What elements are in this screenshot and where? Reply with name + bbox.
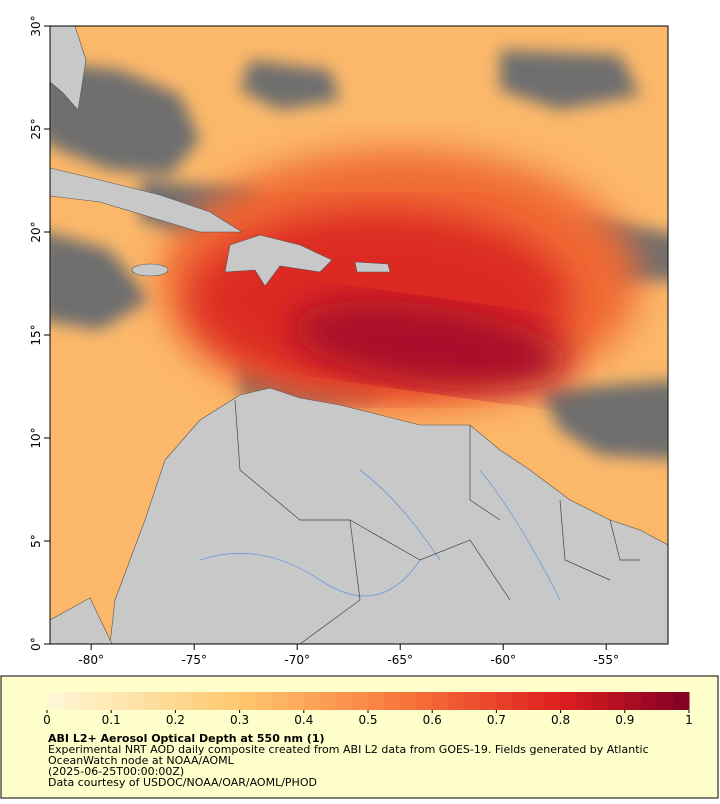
x-tick-label: -75° <box>181 653 207 667</box>
caption-line: Experimental NRT AOD daily composite cre… <box>48 743 649 756</box>
colorbar-swatch <box>111 692 128 710</box>
colorbar-swatch <box>576 692 594 710</box>
colorbar-swatch <box>512 692 529 710</box>
borders <box>234 399 640 644</box>
colorbar-swatch <box>239 692 257 710</box>
colorbar-swatch <box>544 692 562 710</box>
colorbar-swatch <box>448 692 465 710</box>
colorbar-swatch <box>79 692 96 710</box>
colorbar-tick-label: 0.2 <box>166 713 185 727</box>
colorbar-swatch <box>416 692 433 710</box>
colorbar-swatch <box>640 692 658 710</box>
colorbar-tick-label: 0 <box>43 713 51 727</box>
caption-line: Data courtesy of USDOC/NOAA/OAR/AOML/PHO… <box>48 776 317 789</box>
y-tick-label: 20° <box>29 221 43 242</box>
colorbar-swatch <box>287 692 305 710</box>
colorbar-swatch <box>191 692 208 710</box>
colorbar-swatch <box>95 692 112 710</box>
colorbar-swatch <box>319 692 337 710</box>
x-tick-label: -80° <box>78 653 104 667</box>
colorbar-tick-label: 0.1 <box>102 713 121 727</box>
colorbar-tick-label: 0.5 <box>358 713 377 727</box>
colorbar-tick-label: 0.6 <box>423 713 442 727</box>
colorbar-swatch <box>560 692 578 710</box>
colorbar-swatch <box>351 692 369 710</box>
y-tick-label: 30° <box>29 15 43 36</box>
y-tick-label: 15° <box>29 324 43 345</box>
colorbar-swatch <box>592 692 610 710</box>
map-image <box>50 26 668 644</box>
colorbar-swatch <box>656 692 674 710</box>
x-tick-label: -70° <box>284 653 310 667</box>
colorbar-swatch <box>223 692 241 710</box>
x-tick-label: -60° <box>490 653 516 667</box>
colorbar-swatch <box>175 692 192 710</box>
colorbar-swatch <box>143 692 160 710</box>
colorbar-swatch <box>672 692 690 710</box>
colorbar-swatch <box>528 692 546 710</box>
x-tick-label: -55° <box>593 653 619 667</box>
y-tick-label: 0° <box>29 637 43 651</box>
colorbar-swatch <box>464 692 481 710</box>
colorbar-swatch <box>480 692 497 710</box>
colorbar-swatch <box>159 692 176 710</box>
land <box>50 26 668 644</box>
colorbar-swatch <box>368 692 385 710</box>
aerosol-core <box>291 300 569 390</box>
colorbar-tick-label: 0.7 <box>487 713 506 727</box>
y-tick-label: 25° <box>29 118 43 139</box>
y-tick-label: 5° <box>29 534 43 548</box>
colorbar-swatch <box>127 692 144 710</box>
colorbar-swatch <box>608 692 626 710</box>
colorbar-tick-label: 0.8 <box>551 713 570 727</box>
rivers <box>199 469 561 601</box>
colorbar-tick-label: 0.4 <box>294 713 313 727</box>
colorbar-swatch <box>496 692 513 710</box>
colorbar-swatch <box>335 692 353 710</box>
x-tick-label: -65° <box>387 653 413 667</box>
caption-line: OceanWatch node at NOAA/AOML <box>48 754 235 767</box>
colorbar-swatch <box>384 692 401 710</box>
colorbar-tick-label: 0.9 <box>615 713 634 727</box>
colorbar-swatch <box>624 692 642 710</box>
colorbar-tick-label: 0.3 <box>230 713 249 727</box>
colorbar-swatch <box>47 692 64 710</box>
caption-line: (2025-06-25T00:00:00Z) <box>48 765 184 778</box>
y-tick-label: 10° <box>29 427 43 448</box>
colorbar-swatch <box>303 692 321 710</box>
colorbar-swatch <box>63 692 80 710</box>
colorbar: 0 0.1 0.2 0.3 0.4 0.5 0.6 0.7 0.8 0.9 1 <box>43 692 693 727</box>
colorbar-swatch <box>400 692 417 710</box>
colorbar-tick-label: 1 <box>685 713 693 727</box>
colorbar-swatch <box>271 692 289 710</box>
caption-title: ABI L2+ Aerosol Optical Depth at 550 nm … <box>48 732 325 745</box>
colorbar-swatch <box>432 692 449 710</box>
colorbar-swatch <box>255 692 273 710</box>
colorbar-swatch <box>207 692 225 710</box>
